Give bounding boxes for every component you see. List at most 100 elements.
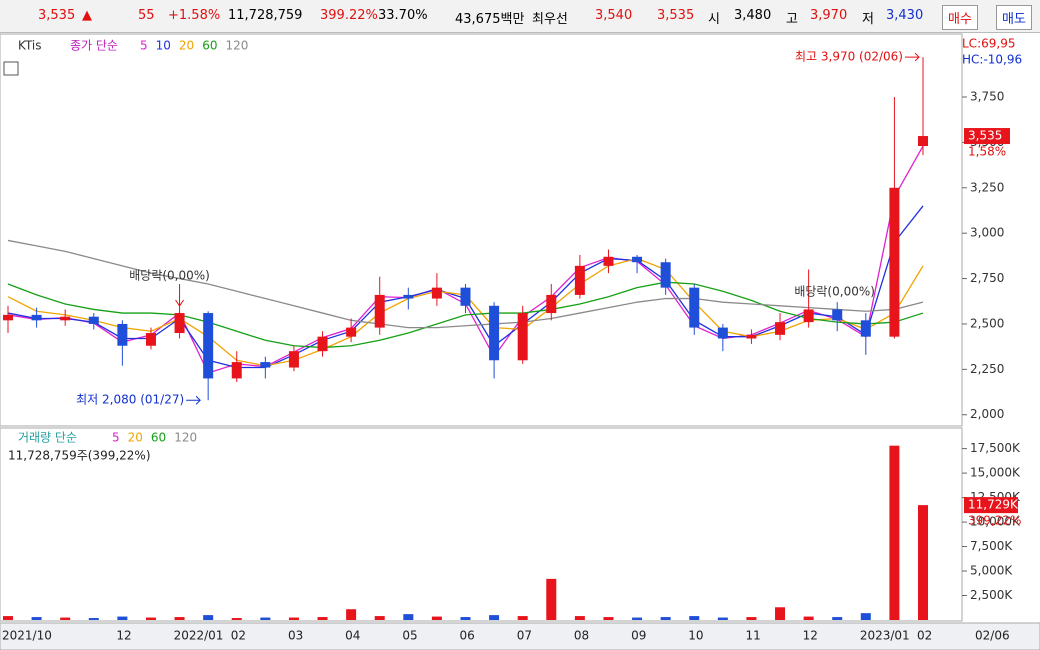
volume-bar <box>489 615 500 620</box>
candle-body <box>88 316 99 324</box>
dividend-annotation: 배당락(0,00%) <box>794 285 875 299</box>
price-frame <box>0 33 963 427</box>
volume-bar <box>546 578 557 620</box>
y-tick-label: 2,500 <box>970 316 1004 330</box>
x-tick-label: 05 <box>402 629 417 643</box>
last-price-box <box>964 128 1010 145</box>
candle-body <box>117 323 128 346</box>
high: 3,970 <box>810 8 848 23</box>
candle-body <box>346 327 357 337</box>
x-tick-label: 2023/01 <box>860 629 910 643</box>
x-tick-label: 12 <box>803 629 818 643</box>
change: 55 <box>138 8 155 23</box>
candle-body <box>203 313 214 379</box>
volume-bar <box>317 617 328 620</box>
candle-body <box>775 322 786 335</box>
volume-bar <box>431 616 442 620</box>
low: 3,430 <box>886 8 924 23</box>
volume-bar <box>889 445 900 620</box>
candle-body <box>431 287 442 299</box>
volume-bar <box>603 617 614 620</box>
arrow: ▲ <box>82 8 92 23</box>
candle-body <box>918 136 928 147</box>
high-annotation: 최고 3,970 (02/06) <box>795 50 903 64</box>
y-tick-label: 5,000K <box>970 564 1013 578</box>
volume-subtitle: 11,728,759주(399,22%) <box>8 449 151 463</box>
volume-bar <box>918 505 928 620</box>
candle-body <box>288 351 299 368</box>
best-label: 최우선 <box>532 12 568 27</box>
chart-title: KTis <box>18 39 41 53</box>
ma-line <box>7 281 924 349</box>
arrow <box>186 395 201 405</box>
candle-body <box>574 265 585 295</box>
last-price: 3,535 <box>968 129 1002 143</box>
candle-body <box>60 316 71 321</box>
calendar-icon <box>3 61 19 76</box>
candle-body <box>145 333 156 346</box>
volume-bar <box>203 615 214 620</box>
volume-ratio: 399.22% <box>320 8 378 23</box>
volume-bar <box>660 617 671 620</box>
y-tick-label: 2,250 <box>970 362 1004 376</box>
volume-bar <box>31 617 42 620</box>
legend-entry: 120 <box>174 431 197 445</box>
candle-body <box>231 362 242 379</box>
candle-body <box>803 309 814 323</box>
sell-button[interactable]: 매도 <box>996 5 1032 30</box>
dividend-annotation: 배당락(0,00%) <box>129 269 210 283</box>
volume-bar <box>346 609 357 620</box>
x-axis-bar <box>0 622 1040 650</box>
last-volume: 11,729K <box>968 498 1019 512</box>
y-tick-label: 17,500K <box>970 441 1021 455</box>
volume-bar <box>231 618 242 620</box>
x-tick-label: 02 <box>917 629 932 643</box>
candle-body <box>889 187 900 337</box>
legend-title: 종가 단순 <box>70 39 118 53</box>
volume-bar <box>374 616 385 620</box>
x-tick-label: 2022/01 <box>174 629 224 643</box>
candle-body <box>632 256 643 263</box>
open-label: 시 <box>708 12 720 27</box>
arrow <box>905 52 920 62</box>
quote-bar: 3,535 ▲ 55 +1.58% 11,728,759 399.22% 33.… <box>0 0 1040 33</box>
y-tick-label: 7,500K <box>970 539 1013 553</box>
y-tick-label: 15,000K <box>970 466 1021 480</box>
candle-body <box>489 305 500 361</box>
buy-button[interactable]: 매수 <box>942 5 978 30</box>
candle-body <box>374 294 385 328</box>
best-bid: 3,535 <box>657 8 695 23</box>
x-tick-label: 09 <box>631 629 646 643</box>
price: 3,535 <box>38 8 76 23</box>
volume-bar <box>860 613 871 620</box>
legend-entry: 5 <box>140 39 148 53</box>
volume-bar <box>517 616 528 620</box>
candle-body <box>31 314 42 321</box>
volume-bar <box>3 616 13 620</box>
candle-body <box>460 287 471 306</box>
x-tick-label: 02 <box>231 629 246 643</box>
x-tick-label: 2021/10 <box>2 629 52 643</box>
turnover: 33.70% <box>378 8 428 23</box>
volume-bar <box>803 616 814 620</box>
y-tick-label: 3,250 <box>970 180 1004 194</box>
volume-bar <box>145 617 156 620</box>
legend-entry: 60 <box>151 431 166 445</box>
legend-entry: 10 <box>156 39 171 53</box>
volume-bar <box>460 617 471 620</box>
low-annotation: 최저 2,080 (01/27) <box>76 393 184 407</box>
volume-bar <box>288 617 299 620</box>
volume-bar <box>403 614 414 620</box>
amount: 43,675백만 <box>455 12 525 27</box>
candle-body <box>317 336 328 352</box>
current-date: 02/06 <box>975 629 1010 643</box>
y-tick-label: 2,500K <box>970 588 1013 602</box>
volume-frame <box>0 427 963 622</box>
candle-body <box>546 294 557 314</box>
ma-line <box>7 239 924 329</box>
hc: HC:-10,96 <box>962 53 1022 67</box>
volume: 11,728,759 <box>228 8 303 23</box>
candle-body <box>717 327 728 339</box>
low-label: 저 <box>862 12 874 27</box>
